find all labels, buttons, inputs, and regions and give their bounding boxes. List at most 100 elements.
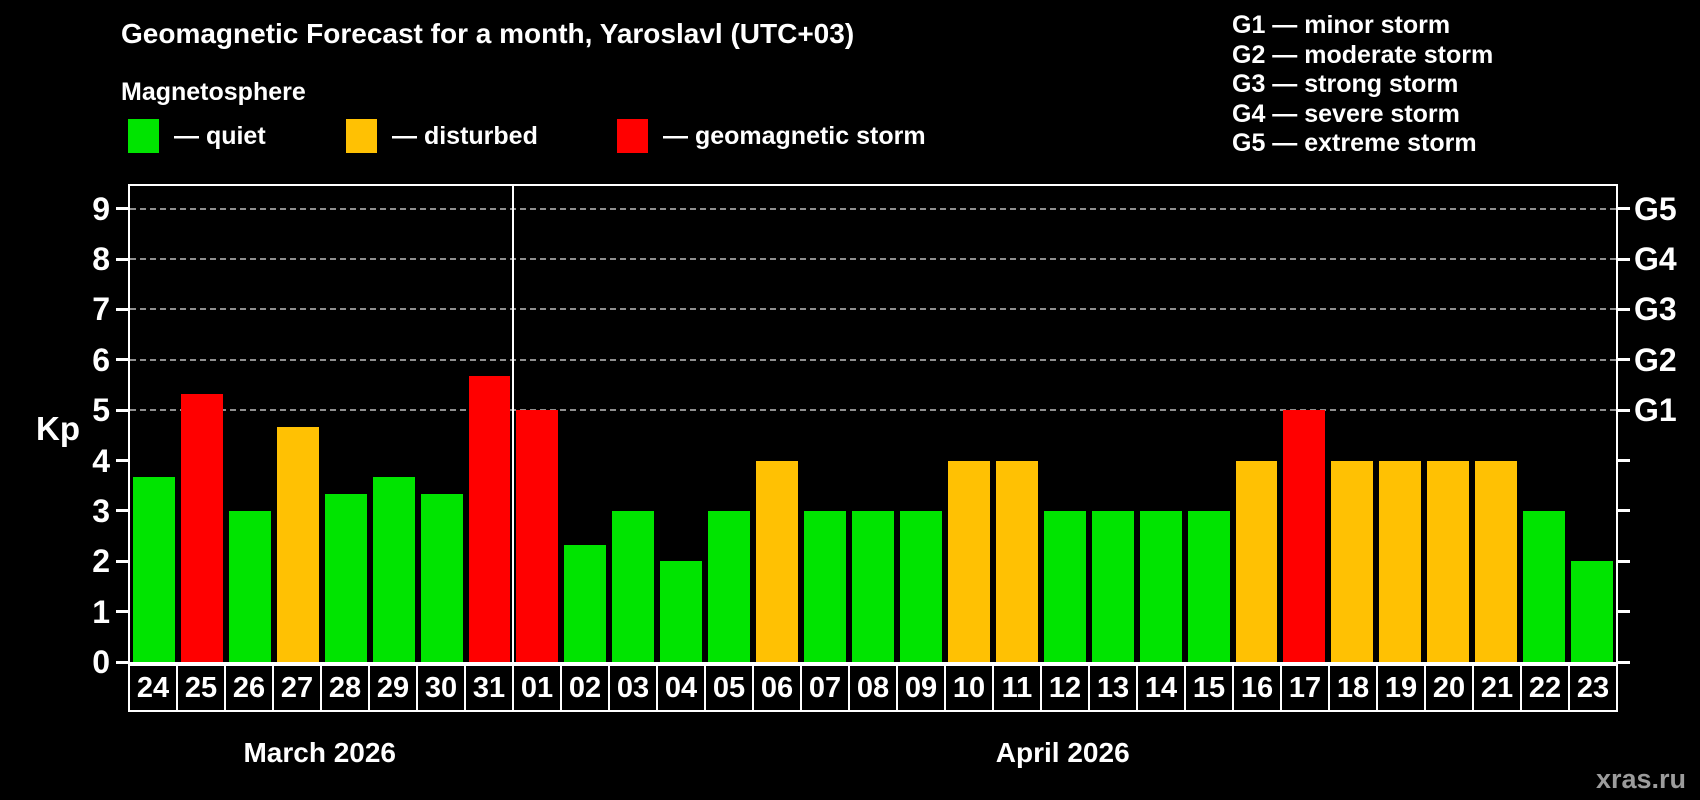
g-scale-label-g4: G4 [1634, 241, 1677, 278]
y-axis-tick-right [1618, 207, 1630, 211]
y-axis-tick-left [116, 408, 128, 412]
y-axis-tick-right [1618, 307, 1630, 311]
kp-bar-23 [1571, 561, 1613, 662]
y-axis-label-4: 4 [92, 442, 110, 479]
date-cell-21: 21 [1472, 666, 1520, 710]
date-cell-10: 10 [944, 666, 992, 710]
y-axis-tick-left [116, 610, 128, 614]
kp-bar-26 [228, 510, 271, 662]
date-cell-06: 06 [752, 666, 800, 710]
date-cell-30: 30 [416, 666, 464, 710]
y-axis-tick-right [1618, 358, 1630, 362]
kp-bar-20 [1427, 460, 1470, 662]
kp-bar-27 [276, 426, 319, 662]
y-axis-label-5: 5 [92, 392, 110, 429]
kp-bar-02 [564, 544, 607, 662]
date-cell-14: 14 [1136, 666, 1184, 710]
gridline-kp7 [130, 308, 1616, 311]
kp-bar-08 [852, 510, 894, 662]
plot-area: 0 1 2 3 4 5 6 7 8 9 G1 G2 G3 G4 G5 [92, 184, 1677, 678]
g-scale-label-g5: G5 [1634, 190, 1677, 227]
y-axis-label-7: 7 [92, 291, 110, 328]
y-axis-tick-right [1618, 257, 1630, 261]
date-cell-31: 31 [464, 666, 512, 710]
kp-bar-25 [180, 393, 223, 662]
date-cell-02: 02 [560, 666, 608, 710]
y-axis-tick-right [1618, 408, 1630, 412]
kp-bar-10 [947, 460, 990, 662]
date-cell-09: 09 [896, 666, 944, 710]
y-axis-tick-right [1618, 610, 1630, 614]
y-axis-label-2: 2 [92, 543, 110, 580]
month-label-april: April 2026 [995, 737, 1130, 768]
date-cell-07: 07 [800, 666, 848, 710]
kp-bar-03 [612, 510, 655, 662]
kp-bar-05 [708, 510, 751, 662]
y-axis-tick-left [116, 207, 128, 211]
y-axis-tick-left [116, 358, 128, 362]
date-cell-12: 12 [1040, 666, 1088, 710]
legend-item-disturbed: — disturbed [346, 119, 538, 153]
kp-bar-30 [420, 494, 463, 662]
date-cell-20: 20 [1424, 666, 1472, 710]
y-axis-label-6: 6 [92, 341, 110, 378]
storm-scale-legend: G1 — minor storm G2 — moderate storm G3 — … [1232, 11, 1493, 159]
kp-bar-04 [660, 561, 703, 662]
gridline-kp5 [130, 409, 1616, 412]
g-scale-label-g1: G1 [1634, 392, 1677, 429]
kp-bar-31 [468, 376, 511, 662]
magnetosphere-legend: — quiet — disturbed — geomagnetic storm [0, 119, 1100, 157]
legend-item-label: — disturbed [392, 121, 538, 150]
kp-bar-07 [804, 510, 847, 662]
date-cell-22: 22 [1520, 666, 1568, 710]
kp-bar-16 [1235, 460, 1278, 662]
storm-scale-line-g3: G3 — strong storm [1232, 70, 1459, 98]
chart-subtitle: Magnetosphere [121, 78, 306, 106]
date-axis: 24 25 26 27 28 29 30 31 01 02 03 04 05 06 07 08 09 10 11 12… [128, 664, 1618, 712]
kp-bar-21 [1475, 460, 1518, 662]
gridline-kp9 [130, 207, 1616, 210]
g-scale-label-g2: G2 [1634, 341, 1677, 378]
y-axis-label-1: 1 [92, 593, 110, 630]
chart-title: Geomagnetic Forecast for a month, Yarosl… [121, 18, 855, 49]
kp-bar-06 [756, 460, 799, 662]
storm-scale-line-g1: G1 — minor storm [1232, 11, 1451, 39]
kp-bar-14 [1139, 510, 1182, 662]
date-cell-01: 01 [512, 666, 560, 710]
kp-bar-29 [372, 477, 415, 662]
storm-swatch-icon [617, 119, 648, 153]
month-label-march: March 2026 [243, 737, 396, 768]
y-axis-label-0: 0 [92, 644, 110, 680]
kp-bar-01 [516, 410, 559, 662]
y-axis-label-8: 8 [92, 241, 110, 278]
month-separator [512, 186, 515, 662]
kp-bar-15 [1187, 510, 1230, 662]
y-axis-title: Kp [36, 410, 80, 447]
y-axis-tick-left [116, 459, 128, 463]
legend-item-label: — quiet [174, 121, 266, 150]
date-cell-13: 13 [1088, 666, 1136, 710]
kp-bar-17 [1283, 410, 1326, 662]
y-axis-tick-left [116, 660, 128, 664]
date-cell-23: 23 [1568, 666, 1616, 710]
y-axis-tick-left [116, 509, 128, 513]
storm-scale-line-g5: G5 — extreme storm [1232, 129, 1477, 157]
date-cell-25: 25 [176, 666, 224, 710]
y-axis-tick-right [1618, 509, 1630, 513]
date-cell-05: 05 [704, 666, 752, 710]
date-cell-15: 15 [1184, 666, 1232, 710]
legend-item-quiet: — quiet [128, 119, 266, 153]
kp-bar-22 [1523, 510, 1566, 662]
kp-bar-18 [1331, 460, 1374, 662]
gridline-kp6 [130, 358, 1616, 361]
storm-scale-line-g2: G2 — moderate storm [1232, 40, 1494, 69]
kp-bar-09 [899, 510, 942, 662]
disturbed-swatch-icon [346, 119, 377, 153]
date-cell-03: 03 [608, 666, 656, 710]
date-cell-26: 26 [224, 666, 272, 710]
date-cell-18: 18 [1328, 666, 1376, 710]
date-cell-28: 28 [320, 666, 368, 710]
y-axis-label-3: 3 [92, 492, 110, 529]
quiet-swatch-icon [128, 119, 159, 153]
kp-bar-12 [1043, 510, 1086, 662]
